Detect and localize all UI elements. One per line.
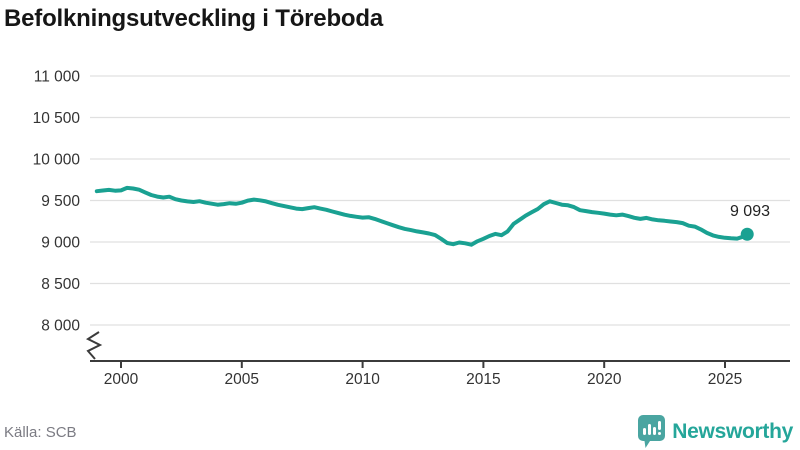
x-axis-tick-label: 2010	[345, 371, 380, 388]
endpoint-marker	[740, 227, 754, 241]
x-axis-tick-label: 2015	[466, 371, 500, 388]
newsworthy-bubble-bar-chart-icon	[638, 415, 666, 448]
chart-title: Befolkningsutveckling i Töreboda	[4, 5, 383, 32]
axis-break-squiggle	[85, 331, 103, 360]
source-note: Källa: SCB	[4, 424, 77, 441]
endpoint-value-label: 9 093	[729, 203, 770, 220]
y-axis-tick-label: 8 500	[41, 276, 80, 293]
y-axis-tick-label: 10 500	[33, 110, 81, 127]
y-axis-tick-label: 8 000	[41, 318, 80, 335]
y-axis-tick-label: 9 000	[41, 235, 80, 252]
y-axis-tick-label: 11 000	[34, 69, 81, 86]
x-axis-tick-label: 2020	[587, 371, 622, 388]
x-axis-tick-label: 2000	[104, 371, 139, 388]
y-axis-tick-label: 9 500	[41, 193, 80, 210]
population-line	[94, 185, 750, 247]
newsworthy-logo: Newsworthy	[638, 415, 793, 448]
x-axis-tick-label: 2025	[708, 371, 742, 388]
x-axis-tick-label: 2005	[225, 371, 259, 388]
y-axis-tick-label: 10 000	[33, 152, 81, 169]
newsworthy-wordmark: Newsworthy	[672, 419, 793, 443]
